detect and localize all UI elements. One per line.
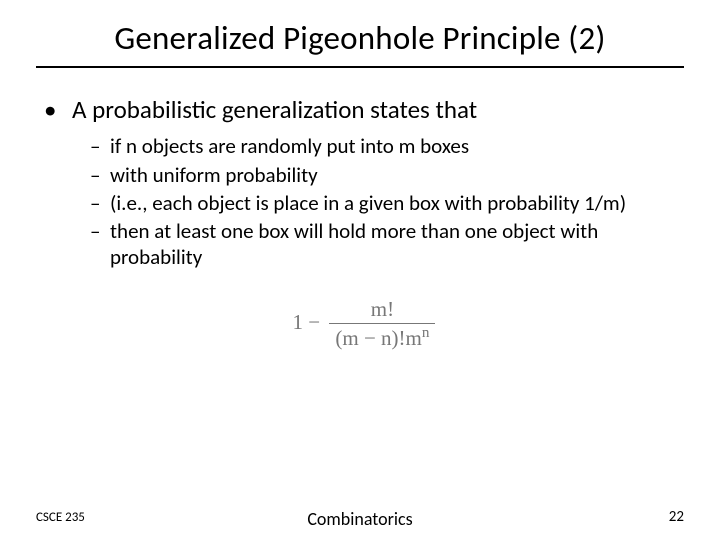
- fraction: m! (m − n)!mn: [329, 297, 435, 351]
- lvl2-text: (i.e., each object is place in a given b…: [110, 190, 626, 216]
- dash-icon: –: [90, 162, 110, 188]
- dash-icon: –: [90, 218, 110, 271]
- lvl2-list: – if n objects are randomly put into m b…: [44, 133, 684, 270]
- bullet-lvl1: • A probabilistic generalization states …: [44, 94, 684, 125]
- slide-number: 22: [669, 508, 684, 526]
- title-rule: [36, 66, 684, 68]
- formula: 1 − m! (m − n)!mn: [44, 297, 684, 351]
- slide: Generalized Pigeonhole Principle (2) • A…: [0, 0, 720, 540]
- denominator: (m − n)!mn: [329, 324, 435, 351]
- slide-title: Generalized Pigeonhole Principle (2): [36, 18, 684, 66]
- lvl2-text: if n objects are randomly put into m box…: [110, 133, 469, 159]
- dash-icon: –: [90, 190, 110, 216]
- bullet-lvl2: – (i.e., each object is place in a given…: [90, 190, 684, 216]
- formula-lead: 1 −: [293, 309, 321, 333]
- bullet-lvl2: – with uniform probability: [90, 162, 684, 188]
- den-exp: n: [422, 325, 430, 341]
- bullet-dot-icon: •: [44, 94, 72, 125]
- den-base: m: [406, 326, 422, 350]
- footer: CSCE 235 Combinatorics 22: [0, 508, 720, 526]
- lvl2-text: with uniform probability: [110, 162, 318, 188]
- bullet-lvl2: – then at least one box will hold more t…: [90, 218, 684, 271]
- footer-center: Combinatorics: [0, 508, 720, 530]
- lvl1-text: A probabilistic generalization states th…: [72, 94, 477, 125]
- dash-icon: –: [90, 133, 110, 159]
- bullet-lvl2: – if n objects are randomly put into m b…: [90, 133, 684, 159]
- den-left: (m − n)!: [335, 326, 405, 350]
- slide-body: • A probabilistic generalization states …: [36, 94, 684, 351]
- numerator: m!: [329, 297, 435, 324]
- lvl2-text: then at least one box will hold more tha…: [110, 218, 684, 271]
